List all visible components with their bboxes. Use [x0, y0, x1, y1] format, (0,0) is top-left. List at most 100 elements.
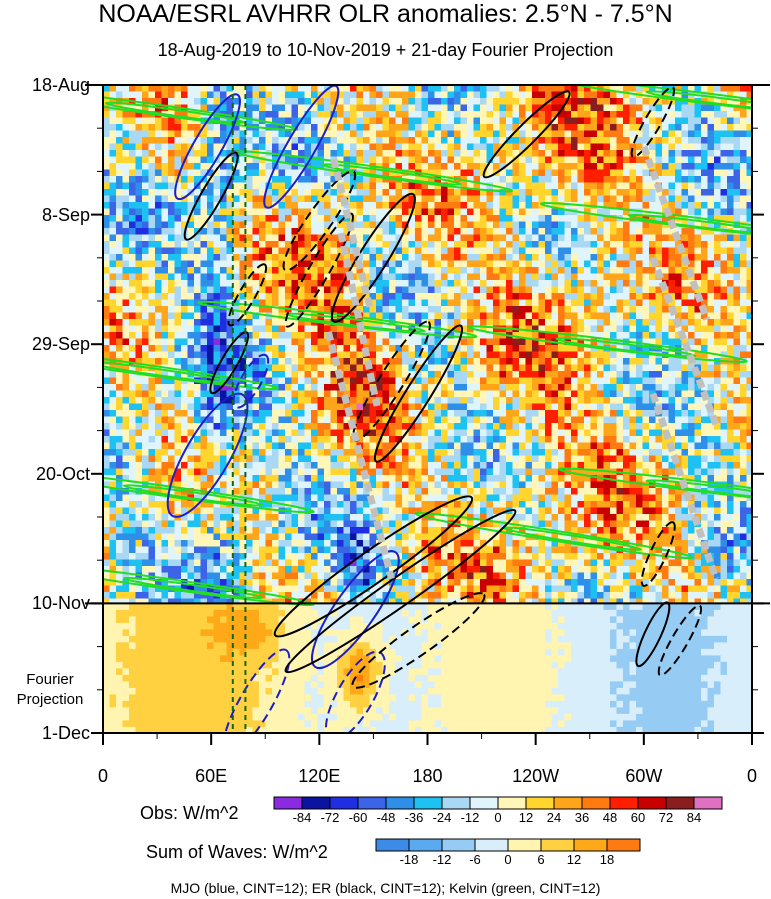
obs-cell — [142, 247, 149, 255]
obs-cell — [337, 390, 344, 398]
obs-cell — [168, 150, 175, 157]
obs-cell — [220, 104, 227, 112]
obs-cell — [220, 176, 227, 183]
obs-cell — [707, 137, 715, 144]
obs-cell — [207, 332, 214, 339]
obs-cell — [402, 280, 409, 287]
obs-cell — [395, 163, 403, 170]
obs-cell — [428, 345, 435, 352]
obs-cell — [148, 137, 156, 144]
obs-cell — [532, 312, 539, 320]
obs-cell — [460, 215, 468, 222]
obs-cell — [707, 234, 715, 242]
obs-cell — [200, 195, 208, 203]
obs-cell — [551, 228, 559, 235]
obs-cell — [252, 247, 260, 255]
obs-cell — [506, 377, 513, 385]
obs-cell — [434, 91, 442, 99]
obs-cell — [662, 338, 669, 346]
obs-cell — [369, 215, 377, 222]
obs-cell — [213, 293, 221, 300]
obs-cell — [467, 345, 474, 352]
obs-cell — [103, 332, 110, 339]
obs-cell — [733, 169, 741, 177]
obs-cell — [233, 228, 240, 235]
obs-cell — [369, 221, 377, 229]
obs-cell — [480, 111, 487, 118]
obs-cell — [135, 182, 143, 190]
obs-cell — [259, 390, 266, 398]
obs-cell — [161, 124, 169, 131]
obs-cell — [174, 208, 182, 216]
obs-cell — [246, 143, 253, 151]
obs-cell — [161, 215, 169, 222]
obs-cell — [629, 169, 637, 177]
obs-cell — [220, 195, 227, 203]
obs-cell — [129, 260, 136, 268]
obs-cell — [148, 150, 156, 157]
obs-cell — [714, 293, 721, 300]
obs-cell — [707, 221, 715, 229]
obs-cell — [636, 182, 643, 190]
obs-cell — [590, 176, 598, 183]
obs-cell — [408, 189, 416, 196]
obs-cell — [564, 384, 572, 391]
obs-cell — [343, 286, 351, 294]
obs-cell — [337, 124, 344, 131]
obs-cell — [174, 111, 182, 118]
obs-cell — [441, 130, 448, 138]
obs-cell — [174, 163, 182, 170]
obs-cell — [434, 195, 442, 203]
obs-cell — [207, 338, 214, 346]
obs-cell — [480, 247, 487, 255]
obs-cell — [395, 280, 403, 287]
obs-cell — [655, 195, 663, 203]
obs-cell — [395, 117, 403, 125]
obs-cell — [116, 176, 123, 183]
obs-cell — [356, 234, 364, 242]
obs-cell — [636, 228, 643, 235]
obs-cell — [545, 124, 552, 131]
obs-cell — [675, 124, 682, 131]
obs-cell — [447, 260, 455, 268]
obs-cell — [590, 384, 598, 391]
obs-cell — [623, 299, 630, 307]
obs-cell — [415, 143, 422, 151]
obs-cell — [272, 98, 279, 105]
obs-cell — [519, 202, 526, 209]
obs-cell — [122, 338, 130, 346]
obs-cell — [512, 195, 520, 203]
obs-cell — [467, 338, 474, 346]
obs-cell — [629, 377, 637, 385]
obs-cell — [356, 293, 364, 300]
obs-cell — [532, 364, 539, 372]
obs-cell — [506, 273, 513, 281]
obs-cell — [382, 234, 390, 242]
obs-cell — [200, 403, 208, 411]
obs-cell — [525, 306, 533, 313]
obs-cell — [317, 371, 325, 378]
obs-cell — [675, 306, 682, 313]
obs-cell — [135, 377, 143, 385]
obs-cell — [454, 208, 461, 216]
obs-cell — [551, 202, 559, 209]
obs-cell — [467, 130, 474, 138]
obs-cell — [727, 325, 734, 333]
obs-cell — [311, 325, 318, 333]
obs-cell — [701, 312, 708, 320]
obs-cell — [304, 293, 312, 300]
obs-cell — [636, 286, 643, 294]
obs-cell — [330, 260, 338, 268]
obs-cell — [369, 98, 377, 105]
obs-cell — [428, 241, 435, 248]
obs-cell — [538, 286, 546, 294]
obs-cell — [109, 390, 117, 398]
obs-cell — [610, 137, 617, 144]
obs-cell — [519, 195, 526, 203]
obs-cell — [525, 163, 533, 170]
obs-cell — [415, 397, 422, 404]
obs-cell — [285, 273, 292, 281]
obs-cell — [688, 234, 695, 242]
obs-cell — [350, 345, 357, 352]
obs-cell — [480, 241, 487, 248]
